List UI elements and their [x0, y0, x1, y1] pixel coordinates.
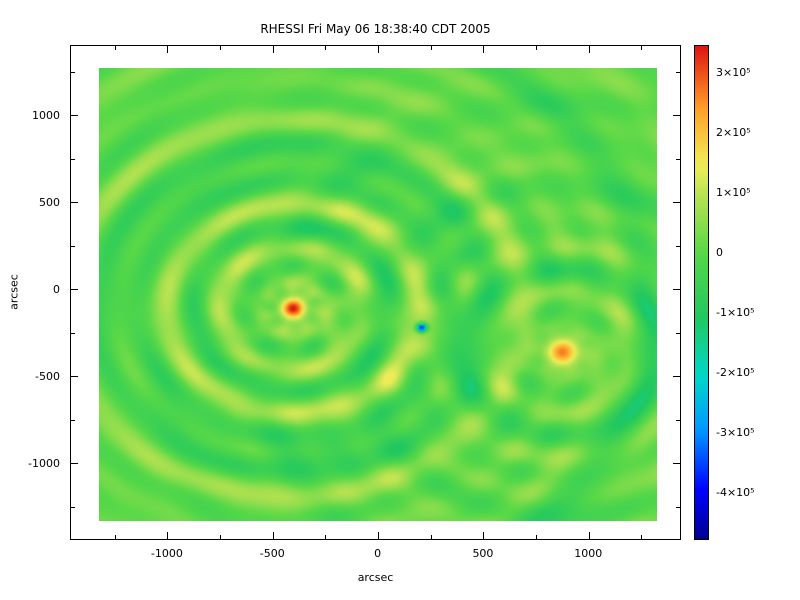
- tick-mark: [673, 289, 680, 291]
- x-axis-tick-label: -500: [259, 547, 285, 560]
- tick-mark: [71, 202, 78, 204]
- colorbar-tick-label: 1×10⁵: [716, 186, 751, 199]
- y-axis-tick-label: 0: [53, 282, 60, 296]
- x-axis-tick-label: 500: [472, 547, 494, 560]
- tick-mark: [272, 532, 274, 539]
- tick-mark: [676, 332, 680, 334]
- y-axis-tick-label: -1000: [28, 456, 60, 470]
- tick-mark: [588, 532, 590, 539]
- colorbar-tick-label: 3×10⁵: [716, 66, 751, 79]
- tick-mark: [676, 419, 680, 421]
- tick-mark: [673, 376, 680, 378]
- tick-mark: [71, 332, 75, 334]
- colorbar-gradient: [695, 46, 708, 539]
- tick-mark: [71, 419, 75, 421]
- tick-mark: [114, 46, 116, 50]
- colorbar-tick-label: -4×10⁵: [716, 486, 755, 499]
- tick-mark: [325, 535, 327, 539]
- tick-mark: [71, 376, 78, 378]
- tick-mark: [641, 46, 643, 50]
- tick-mark: [71, 71, 75, 73]
- x-axis-title: arcsec: [357, 571, 394, 584]
- y-axis-tick-label: 1000: [32, 108, 60, 122]
- tick-mark: [71, 289, 78, 291]
- tick-mark: [325, 46, 327, 50]
- tick-mark: [71, 245, 75, 247]
- tick-mark: [536, 46, 538, 50]
- tick-mark: [676, 71, 680, 73]
- tick-mark: [114, 535, 116, 539]
- tick-mark: [430, 535, 432, 539]
- tick-mark: [220, 46, 222, 50]
- colorbar-tick-label: -1×10⁵: [716, 306, 755, 319]
- tick-mark: [378, 532, 380, 539]
- colorbar-tick-label: 2×10⁵: [716, 126, 751, 139]
- tick-mark: [71, 506, 75, 508]
- y-axis-title: arcsec: [7, 274, 21, 310]
- chart-title: RHESSI Fri May 06 18:38:40 CDT 2005: [260, 22, 491, 36]
- heatmap-image: [99, 68, 657, 521]
- tick-mark: [536, 535, 538, 539]
- colorbar-tick-label: -2×10⁵: [716, 366, 755, 379]
- tick-mark: [71, 463, 78, 465]
- tick-mark: [673, 202, 680, 204]
- x-axis-tick-label: 1000: [574, 547, 603, 560]
- tick-mark: [167, 532, 169, 539]
- tick-mark: [220, 535, 222, 539]
- tick-mark: [483, 532, 485, 539]
- colorbar-tick-label: 0: [716, 246, 723, 259]
- tick-mark: [641, 535, 643, 539]
- y-axis-tick-label: -500: [35, 369, 60, 383]
- tick-mark: [378, 46, 380, 53]
- tick-mark: [673, 115, 680, 117]
- x-axis-tick-label: -1000: [150, 547, 183, 560]
- tick-mark: [588, 46, 590, 53]
- tick-mark: [673, 463, 680, 465]
- colorbar: [694, 45, 709, 540]
- y-axis-tick-label: 500: [39, 195, 60, 209]
- tick-mark: [676, 506, 680, 508]
- tick-mark: [272, 46, 274, 53]
- tick-mark: [167, 46, 169, 53]
- x-axis-tick-label: 0: [374, 547, 382, 560]
- colorbar-tick-label: -3×10⁵: [716, 426, 755, 439]
- tick-mark: [71, 158, 75, 160]
- tick-mark: [483, 46, 485, 53]
- plot-area: [70, 45, 681, 540]
- tick-mark: [676, 158, 680, 160]
- tick-mark: [71, 115, 78, 117]
- tick-mark: [676, 245, 680, 247]
- tick-mark: [430, 46, 432, 50]
